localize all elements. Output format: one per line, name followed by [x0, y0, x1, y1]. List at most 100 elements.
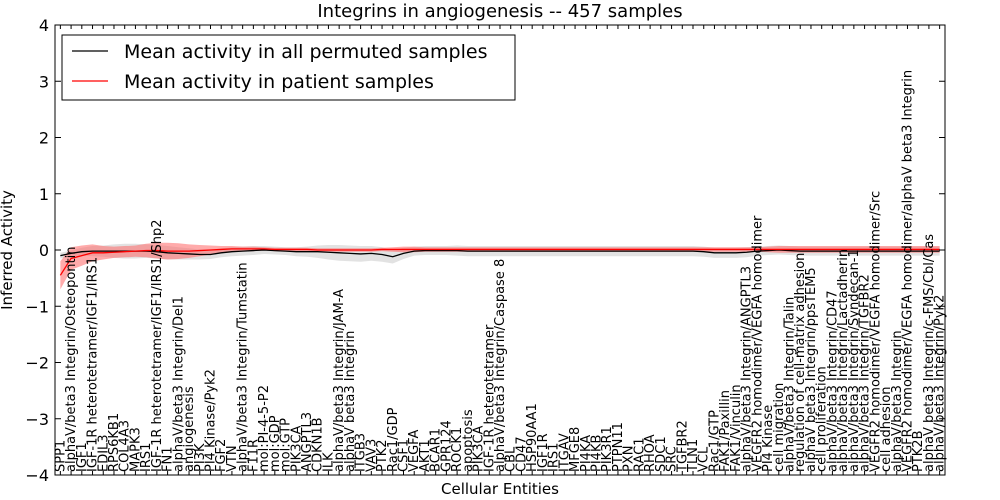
x-category-label: Rac1/GDP [386, 407, 401, 472]
x-category-label: COL4A3 [118, 420, 133, 472]
x-category-label: IGF1R [536, 433, 551, 472]
x-category-label: PTPN11 [611, 422, 626, 472]
axis-ticks: −4 −3 −2 −1 0 1 2 3 4 [25, 16, 945, 485]
x-category-label: PTK2B [911, 431, 926, 473]
x-category-label: SDC1 [654, 436, 669, 472]
legend: Mean activity in all permuted samples Me… [61, 34, 516, 101]
x-category-label: ANGPTL3 [300, 412, 315, 472]
x-category-label: alphaV/beta3 Integrin/Pyk2 [933, 295, 948, 472]
x-category-label: VEGFR2 homodimer/VEGFA homodimer/Src [868, 191, 883, 472]
x-category-label: PI4 Kinase [761, 405, 776, 472]
legend-box [61, 34, 516, 101]
x-category-label: alphaV/beta3 Integrin/Talin [783, 297, 798, 472]
x-category-label: alphaV/beta3 Integrin/Lactadherin [836, 249, 851, 472]
series-line-patient [59, 248, 940, 276]
x-category-label: FN1 [161, 447, 176, 472]
x-category-label: mol:PI-4-5-P2 [257, 385, 272, 472]
x-category-label: IRS1 [139, 443, 154, 472]
x-category-label: IRS1 [547, 443, 562, 472]
x-category-label: F11R [246, 439, 261, 472]
legend-label-patient: Mean activity in patient samples [124, 71, 434, 93]
x-category-label: PIK3CA [289, 425, 304, 472]
x-category-label: EDIL3 [96, 434, 111, 472]
y-tick-label: −2 [25, 354, 49, 373]
x-category-label: RAC1 [632, 437, 647, 472]
x-category-label: ITGAV [557, 433, 572, 472]
x-axis-label: Cellular Entities [441, 480, 559, 498]
x-category-label: mol:GTP [279, 418, 294, 472]
chart-title: Integrins in angiogenesis -- 457 samples [317, 1, 682, 22]
x-category-label: VAV3 [364, 439, 379, 472]
x-category-label: PIK3R1 [600, 426, 615, 472]
x-category-label: PI4KB [590, 435, 605, 472]
y-tick-label: −4 [25, 466, 49, 485]
x-category-label: TLN1 [686, 439, 701, 473]
x-category-label: cell migration [772, 383, 787, 472]
x-category-label: alphaV/beta3 Integrin [890, 330, 905, 472]
x-category-label: GPR124 [439, 420, 454, 472]
x-category-label: VCL [697, 446, 712, 472]
y-tick-label: 4 [39, 16, 49, 35]
x-category-label: FGF2 [214, 439, 229, 472]
x-category-label: RHOA [643, 434, 658, 472]
x-category-label: VTN [225, 445, 240, 472]
x-category-label: IGF1 [75, 442, 90, 472]
x-category-label: IGF-1R heterotetramer/IGF1/IRS1/Shp2 [150, 219, 165, 472]
x-category-label: mol:GDP [268, 415, 283, 472]
x-category-label: MFGE8 [568, 427, 583, 472]
x-category-label: BCAR1 [429, 428, 444, 472]
x-category-label: MAPK3 [128, 427, 143, 472]
x-category-label: PIK3CA [472, 425, 487, 472]
x-category-label: CBL [504, 446, 519, 472]
x-category-label: alphaV/beta3 Integrin/Osteopontin [64, 247, 79, 472]
legend-label-permuted: Mean activity in all permuted samples [124, 41, 487, 63]
x-category-label: SPP1 [53, 440, 68, 472]
x-category-label: alphaV/beta3 Integrin/JAM-A [332, 289, 347, 472]
x-category-label: cell adhesion [879, 386, 894, 472]
x-category-label: CD47 [514, 436, 529, 472]
x-category-label: alphaV beta3 Integrin/ppsTEM5 [804, 267, 819, 472]
x-category-label: alphaV/beta3 Integrin/ANGPTL3 [740, 266, 755, 472]
x-category-label: VEGFA [407, 430, 422, 472]
x-category-label: CDKN1B [311, 417, 326, 472]
x-category-label: alphaV/beta3 Integrin/Caspase 8 [493, 259, 508, 472]
x-category-label: AKT1 [418, 439, 433, 472]
x-category-label: PI3K [193, 443, 208, 472]
confidence-bands [60, 242, 940, 290]
x-category-label: angiogenesis [182, 386, 197, 472]
x-category-label: alphaV/beta3 Integrin/Tumstatin [236, 262, 251, 472]
x-category-label: ILK [321, 452, 336, 472]
x-category-label: CSF1 [396, 439, 411, 472]
series-line-permuted [60, 249, 940, 258]
x-category-label: PTK2 [375, 439, 390, 472]
x-category-label: ROCK1 [450, 427, 465, 472]
x-category-label: alphaV beta3 Integrin/c-FMS/Cbl/Cas [922, 234, 937, 472]
x-category-label: regulation of cell-matrix adhesion [793, 253, 808, 472]
x-category-label: PI4KA [579, 435, 594, 472]
y-axis-label: Inferred Activity [0, 190, 16, 310]
x-category-label: alphaV/beta3 Integrin/Del1 [171, 296, 186, 472]
y-tick-label: 1 [39, 185, 49, 204]
x-category-label: HSP90AA1 [525, 403, 540, 472]
x-category-label: ITGB3 [354, 433, 369, 472]
x-category-label: IGF-1R heterotetramer/IGF1/IRS1 [86, 257, 101, 472]
x-category-label: alphaV/beta3 Integrin/Syndecan-1 [847, 249, 862, 472]
y-tick-label: −1 [25, 297, 49, 316]
x-category-label: FAK1/Paxillin [718, 390, 733, 472]
y-tick-label: 3 [39, 72, 49, 91]
x-category-label: IGF-1R heterotetramer [482, 324, 497, 472]
x-category-label: apoptosis [461, 409, 476, 472]
x-category-label: FAK1/Vinculin [729, 384, 744, 472]
x-category-label: alphaV beta3 Integrin [343, 331, 358, 472]
x-category-label: PXN [622, 446, 637, 472]
x-category-label: RPS6KB1 [107, 413, 122, 472]
y-tick-label: 2 [39, 129, 49, 148]
x-category-label: PI4 Kinase/Pyk2 [203, 369, 218, 472]
x-category-label: TGFBR2 [675, 420, 690, 473]
series-lines [59, 248, 940, 276]
y-tick-label: −3 [25, 410, 49, 429]
y-tick-label: 0 [39, 241, 49, 260]
band-patient [60, 242, 940, 290]
